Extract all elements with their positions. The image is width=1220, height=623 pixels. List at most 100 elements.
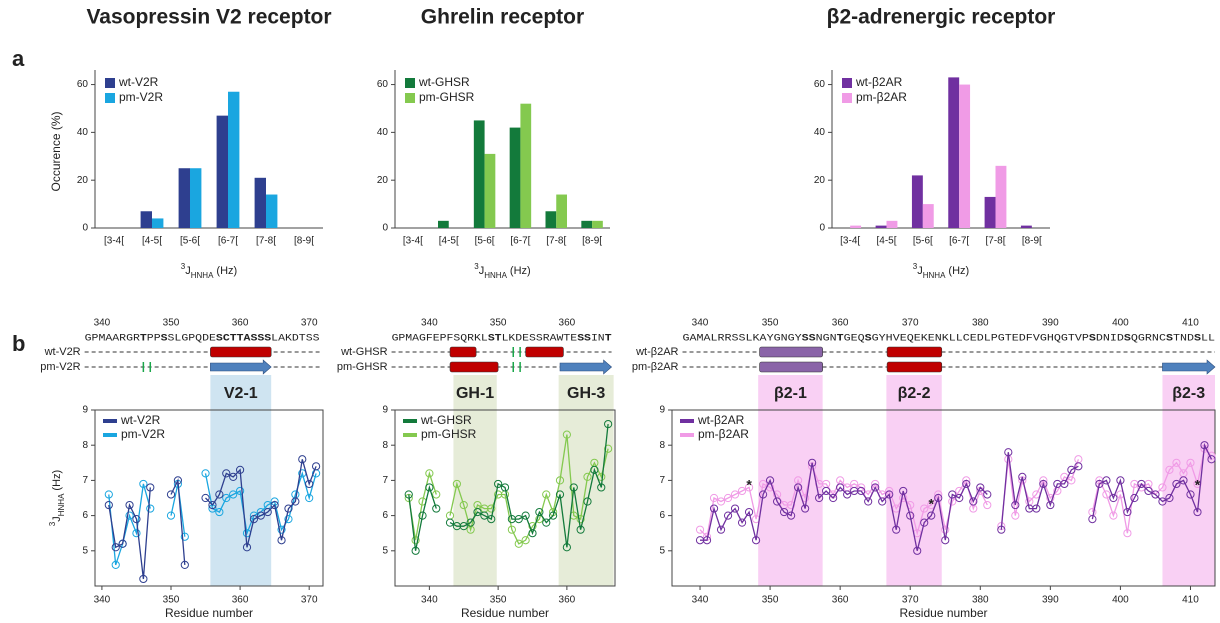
data-point (132, 529, 141, 538)
x-axis-label: Residue number (461, 606, 549, 620)
data-point (507, 525, 516, 534)
strand-arrow (559, 359, 613, 375)
annotation: * (929, 496, 935, 512)
ruler-label: 340 (421, 318, 438, 329)
sequence-segment: LKDESSRAWTE (502, 334, 578, 345)
data-point (284, 504, 293, 513)
data-point (1067, 465, 1076, 474)
data-point (871, 483, 880, 492)
data-point (277, 536, 286, 545)
data-point (709, 504, 719, 513)
data-point (201, 493, 210, 503)
region-label: GH-3 (567, 385, 605, 402)
y-tick-label: 7 (659, 475, 665, 486)
legend-swatch (105, 78, 115, 88)
ruler-label: 360 (559, 318, 576, 329)
data-point (920, 504, 929, 513)
x-tick-label: [3-4[ (840, 236, 860, 247)
legend-label: pm-β2AR (856, 90, 907, 104)
ruler-label: 360 (832, 318, 849, 329)
y-tick-label: 5 (82, 545, 88, 556)
data-point (892, 525, 901, 534)
x-tick-label: [4-5[ (142, 236, 162, 247)
data-point (277, 525, 286, 534)
sequence-segment: T (140, 334, 147, 345)
x-tick-label: 360 (559, 595, 576, 606)
data-point (404, 493, 413, 503)
y-tick-label: 60 (77, 79, 89, 90)
strand-arrow (1162, 359, 1216, 375)
data-point (716, 525, 726, 534)
x-tick-label: 360 (232, 595, 249, 606)
data-point (836, 483, 845, 492)
data-point (1158, 483, 1167, 492)
data-point (473, 507, 482, 517)
region-label: β2-2 (898, 385, 931, 402)
data-point (1088, 515, 1097, 524)
x-tick-label: [8-9[ (1022, 236, 1042, 247)
data-point (962, 479, 971, 489)
region-band (1162, 375, 1215, 586)
x-tick-label: [8-9[ (294, 236, 314, 247)
legend-label: pm-V2R (119, 90, 163, 104)
sequence-segment: GPMAARGR (85, 334, 140, 345)
axis-label: 3JHNHA(Hz) (48, 470, 66, 526)
ruler-label: 400 (1112, 318, 1129, 329)
data-point (1102, 490, 1111, 499)
structure-row-label: pm-V2R (40, 361, 80, 373)
data-point (542, 518, 551, 527)
sequence-segment: TND (1173, 334, 1194, 345)
data-point (955, 493, 964, 503)
data-point (723, 493, 733, 503)
bar (886, 220, 898, 228)
data-point (521, 511, 530, 520)
data-point (758, 490, 768, 499)
bar (178, 168, 190, 228)
data-point (146, 483, 155, 492)
panel-label: b (12, 331, 25, 356)
structure-row-label: wt-V2R (44, 346, 81, 358)
data-point (125, 511, 134, 520)
legend-label: pm-β2AR (698, 427, 749, 441)
axis-label: 3JHNHA(Hz) (913, 262, 969, 280)
ruler-label: 370 (301, 318, 318, 329)
bar (984, 196, 996, 228)
sequence-segment: ST (488, 334, 502, 345)
sequence-segment: S (1166, 334, 1173, 345)
region-label: GH-1 (456, 385, 494, 402)
data-point (201, 469, 210, 478)
data-point (815, 493, 824, 503)
y-tick-label: 20 (814, 175, 826, 186)
series-line (108, 459, 317, 580)
x-tick-label: [6-7[ (218, 236, 238, 247)
data-point (1074, 462, 1083, 471)
data-point (459, 522, 468, 531)
bar (228, 91, 240, 228)
data-point (298, 455, 307, 464)
data-point (941, 536, 950, 545)
axis-label-part: 3 (913, 262, 918, 271)
data-point (215, 507, 224, 517)
x-tick-label: [3-4[ (104, 236, 124, 247)
ruler-label: 350 (490, 318, 507, 329)
data-point (562, 543, 571, 552)
data-point (983, 500, 992, 510)
data-point (583, 497, 592, 506)
data-point (229, 472, 238, 481)
data-point (1200, 441, 1209, 450)
axis-label-part: J (51, 516, 63, 522)
data-point (263, 507, 272, 517)
bar (948, 77, 960, 228)
helix-box (886, 346, 943, 358)
legend-label: pm-V2R (121, 427, 165, 441)
sequence-segment: SCTTASSS (216, 334, 271, 345)
y-tick-label: 0 (819, 223, 825, 234)
bar (850, 225, 862, 228)
plot-frame (94, 409, 324, 587)
data-point (1067, 476, 1076, 485)
bar (254, 177, 266, 228)
bar (592, 220, 603, 228)
data-point (514, 539, 523, 548)
x-tick-label: [7-8[ (985, 236, 1005, 247)
